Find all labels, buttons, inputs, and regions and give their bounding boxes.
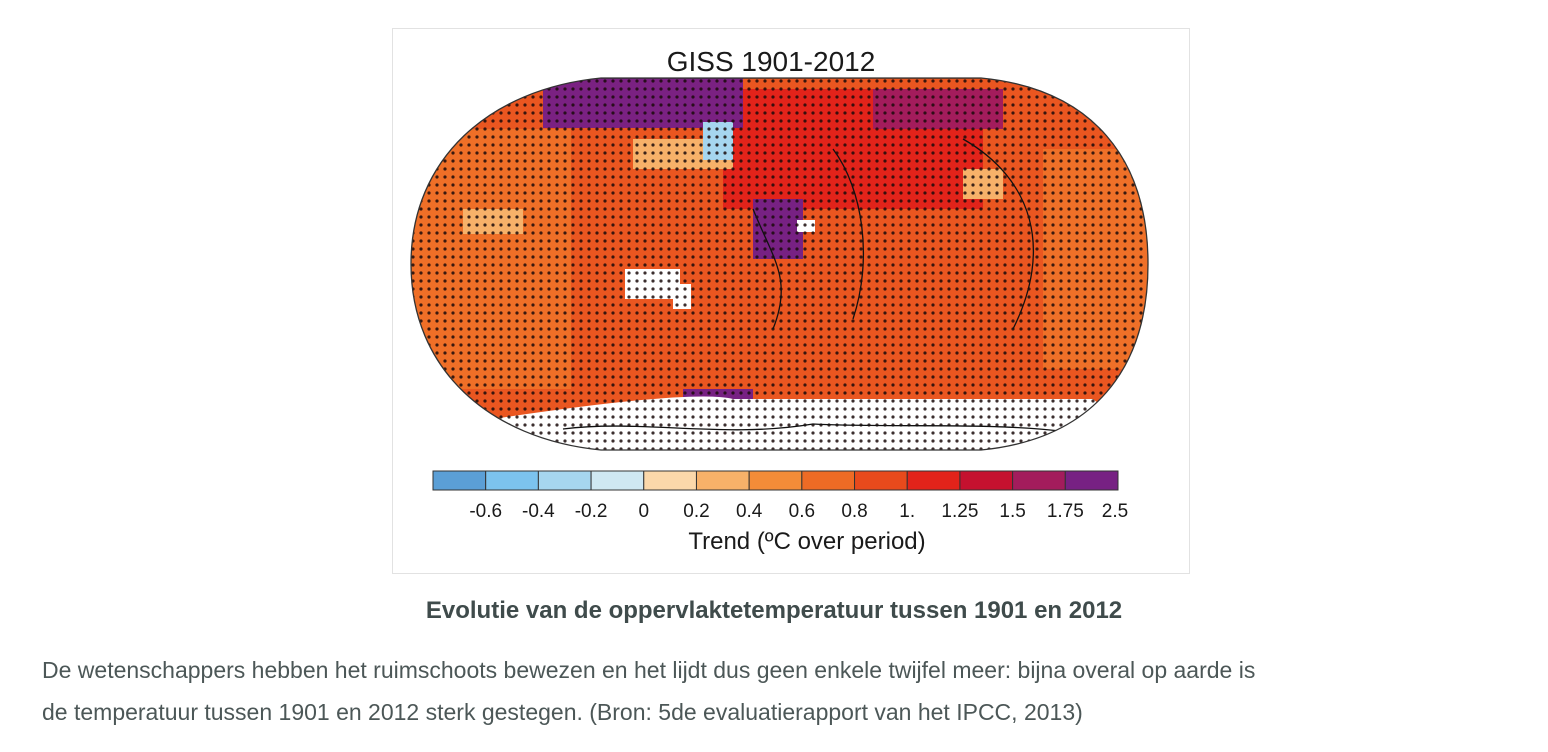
colorbar-swatch — [959, 470, 1014, 491]
map — [411, 78, 1148, 450]
colorbar: -0.6 -0.4 -0.2 0 0.2 0.4 0.6 0.8 1. 1.25 1.5 1.75 2.… — [432, 470, 1128, 522]
colorbar-swatch — [1012, 470, 1066, 491]
caption: Evolutie van de oppervlaktetemperatuur t… — [425, 597, 1123, 624]
colorbar-tick-label: 1.25 — [941, 501, 978, 522]
colorbar-swatch — [748, 470, 803, 491]
colorbar-swatch — [432, 470, 487, 491]
paragraph-line: de temperatuur tussen 1901 en 2012 sterk… — [42, 699, 1083, 725]
map-outline — [410, 77, 1149, 451]
colorbar-swatch — [485, 470, 539, 491]
colorbar-swatch — [801, 470, 856, 491]
map-figure: GISS 1901-2012 -0.6 -0.4 -0.2 0 0.2 0.4 0.6 0.8… — [410, 46, 1149, 555]
colorbar-swatch — [1064, 470, 1119, 491]
colorbar-swatch — [906, 470, 961, 491]
colorbar-tick-label: 1.75 — [1047, 501, 1084, 522]
colorbar-tick-label: -0.2 — [575, 501, 608, 522]
colorbar-tick-label: -0.4 — [522, 501, 555, 522]
colorbar-swatch — [854, 470, 908, 491]
colorbar-tick-label: 1. — [899, 501, 915, 522]
colorbar-swatch — [643, 470, 697, 491]
colorbar-tick-label: 0.8 — [841, 501, 867, 522]
colorbar-swatch — [695, 470, 750, 491]
map-title: GISS 1901-2012 — [667, 46, 876, 77]
colorbar-tick-label: 0.2 — [683, 501, 709, 522]
colorbar-tick-label: 0.4 — [736, 501, 763, 522]
colorbar-tick-label: 0.6 — [789, 501, 815, 522]
paragraph-line: De wetenschappers hebben het ruimschoots… — [42, 657, 1256, 683]
colorbar-tick-label: 2.5 — [1102, 501, 1128, 522]
colorbar-swatch — [590, 470, 645, 491]
colorbar-swatch — [537, 470, 592, 491]
figure: GISS 1901-2012 -0.6 -0.4 -0.2 0 0.2 0.4 0.6 0.8… — [392, 28, 1190, 574]
colorbar-tick-label: -0.6 — [469, 501, 502, 522]
colorbar-label: Trend (ºC over period) — [688, 528, 925, 555]
colorbar-tick-label: 1.5 — [999, 501, 1025, 522]
colorbar-tick-label: 0 — [638, 501, 649, 522]
